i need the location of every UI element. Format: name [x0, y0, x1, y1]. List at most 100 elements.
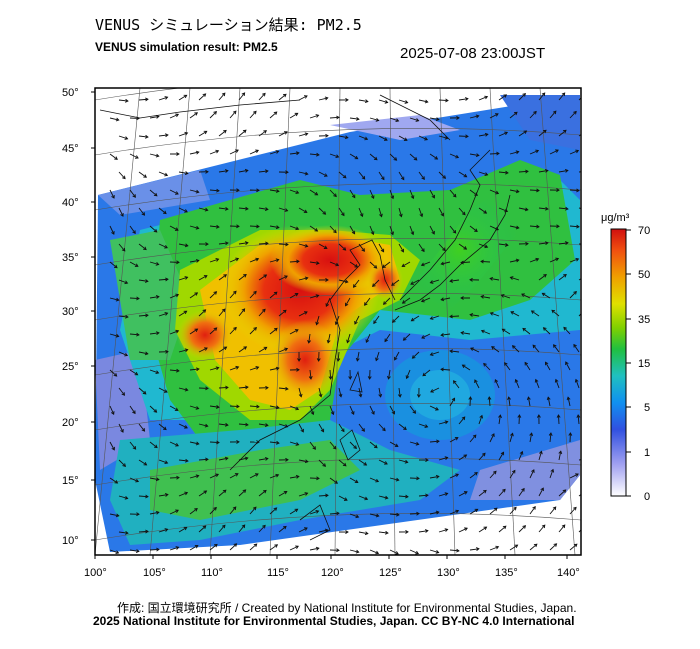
wind-arrow: [558, 242, 568, 245]
wind-arrow: [309, 153, 319, 156]
wind-arrowhead: [420, 298, 425, 303]
wind-arrowhead: [273, 111, 278, 116]
wind-arrowhead: [430, 389, 434, 393]
wind-arrow: [478, 243, 488, 248]
wind-arrowhead: [241, 92, 246, 97]
wind-arrowhead: [413, 156, 418, 161]
wind-arrow: [378, 495, 388, 499]
wind-arrow: [569, 189, 580, 192]
wind-arrow: [218, 308, 226, 317]
wind-arrowhead: [314, 228, 319, 232]
wind-arrowhead: [553, 543, 558, 547]
wind-arrowhead: [282, 309, 287, 314]
wind-arrow: [335, 315, 340, 325]
wind-arrowhead: [265, 169, 269, 174]
wind-arrow: [289, 152, 299, 155]
wind-arrowhead: [394, 356, 398, 361]
wind-arrowhead: [375, 478, 380, 483]
wind-arrowhead: [416, 394, 421, 398]
wind-arrow: [158, 243, 168, 249]
wind-arrowhead: [282, 93, 287, 98]
wind-arrowhead: [535, 149, 540, 154]
wind-arrowhead: [411, 355, 416, 359]
wind-arrowhead: [530, 310, 535, 314]
wind-arrow: [398, 459, 408, 463]
wind-arrowhead: [174, 227, 179, 231]
wind-arrowhead: [387, 375, 391, 380]
wind-arrow: [309, 441, 316, 450]
wind-arrowhead: [440, 212, 444, 217]
wind-arrowhead: [583, 131, 586, 134]
wind-arrow: [249, 258, 259, 263]
wind-arrow: [258, 170, 268, 173]
wind-arrow: [418, 243, 425, 252]
wind-arrowhead: [460, 260, 464, 265]
timestamp: 2025-07-08 23:00JST: [400, 45, 546, 62]
wind-arrow: [558, 92, 566, 101]
wind-arrow: [169, 113, 179, 119]
wind-arrowhead: [344, 302, 349, 307]
wind-arrow: [178, 423, 188, 429]
wind-arrowhead: [525, 241, 529, 246]
wind-arrowhead: [444, 420, 449, 425]
wind-arrowhead: [403, 426, 407, 431]
wind-arrowhead: [195, 406, 200, 410]
wind-arrowhead: [405, 375, 410, 380]
wind-arrow: [489, 189, 499, 194]
wind-arrowhead: [222, 489, 227, 494]
wind-arrow: [498, 525, 507, 533]
wind-arrowhead: [576, 224, 580, 229]
wind-arrow: [289, 475, 299, 479]
wind-arrowhead: [405, 530, 409, 534]
wind-arrowhead: [335, 154, 340, 159]
wind-arrowhead: [235, 365, 240, 370]
wind-arrowhead: [354, 155, 359, 160]
wind-arrow: [218, 242, 228, 245]
wind-arrow: [238, 242, 248, 245]
wind-arrow: [438, 243, 446, 251]
wind-arrowhead: [183, 310, 188, 315]
wind-arrow: [558, 451, 562, 461]
wind-arrow: [318, 171, 328, 177]
wind-arrow: [429, 153, 438, 160]
lat-label: 40°: [62, 197, 79, 209]
wind-arrowhead: [444, 492, 449, 496]
wind-arrowhead: [361, 175, 366, 180]
wind-arrowhead: [125, 314, 129, 319]
wind-arrow: [158, 423, 167, 430]
wind-arrow: [318, 529, 328, 533]
wind-arrow: [398, 135, 408, 141]
wind-arrow: [278, 93, 287, 101]
wind-arrow: [383, 297, 391, 305]
wind-arrowhead: [584, 275, 587, 278]
wind-arrowhead: [164, 312, 169, 316]
wind-arrow: [278, 131, 288, 137]
wind-arrowhead: [336, 548, 340, 553]
wind-arrowhead: [573, 290, 577, 295]
wind-arrow: [389, 441, 399, 447]
wind-arrowhead: [195, 258, 200, 263]
wind-arrow: [389, 477, 399, 481]
wind-arrowhead: [463, 491, 468, 495]
wind-arrowhead: [515, 150, 520, 155]
wind-arrow: [129, 369, 138, 376]
wind-arrow: [391, 279, 400, 286]
wind-arrowhead: [394, 443, 399, 447]
wind-arrowhead: [122, 463, 127, 467]
wind-arrowhead: [500, 451, 505, 456]
wind-arrow: [109, 549, 119, 554]
wind-arrowhead: [145, 313, 149, 318]
wind-arrow: [364, 297, 371, 306]
wind-arrowhead: [155, 295, 160, 299]
wind-arrow: [298, 459, 308, 463]
wind-arrow: [149, 441, 158, 448]
wind-arrowhead: [332, 445, 337, 450]
wind-arrowhead: [145, 134, 149, 139]
wind-arrowhead: [342, 174, 347, 179]
wind-arrow: [329, 369, 332, 380]
wind-arrow: [258, 346, 267, 353]
lon-label: 110°: [201, 567, 223, 579]
wind-arrow: [538, 207, 548, 210]
wind-arrowhead: [310, 411, 315, 416]
wind-arrow: [449, 398, 455, 407]
